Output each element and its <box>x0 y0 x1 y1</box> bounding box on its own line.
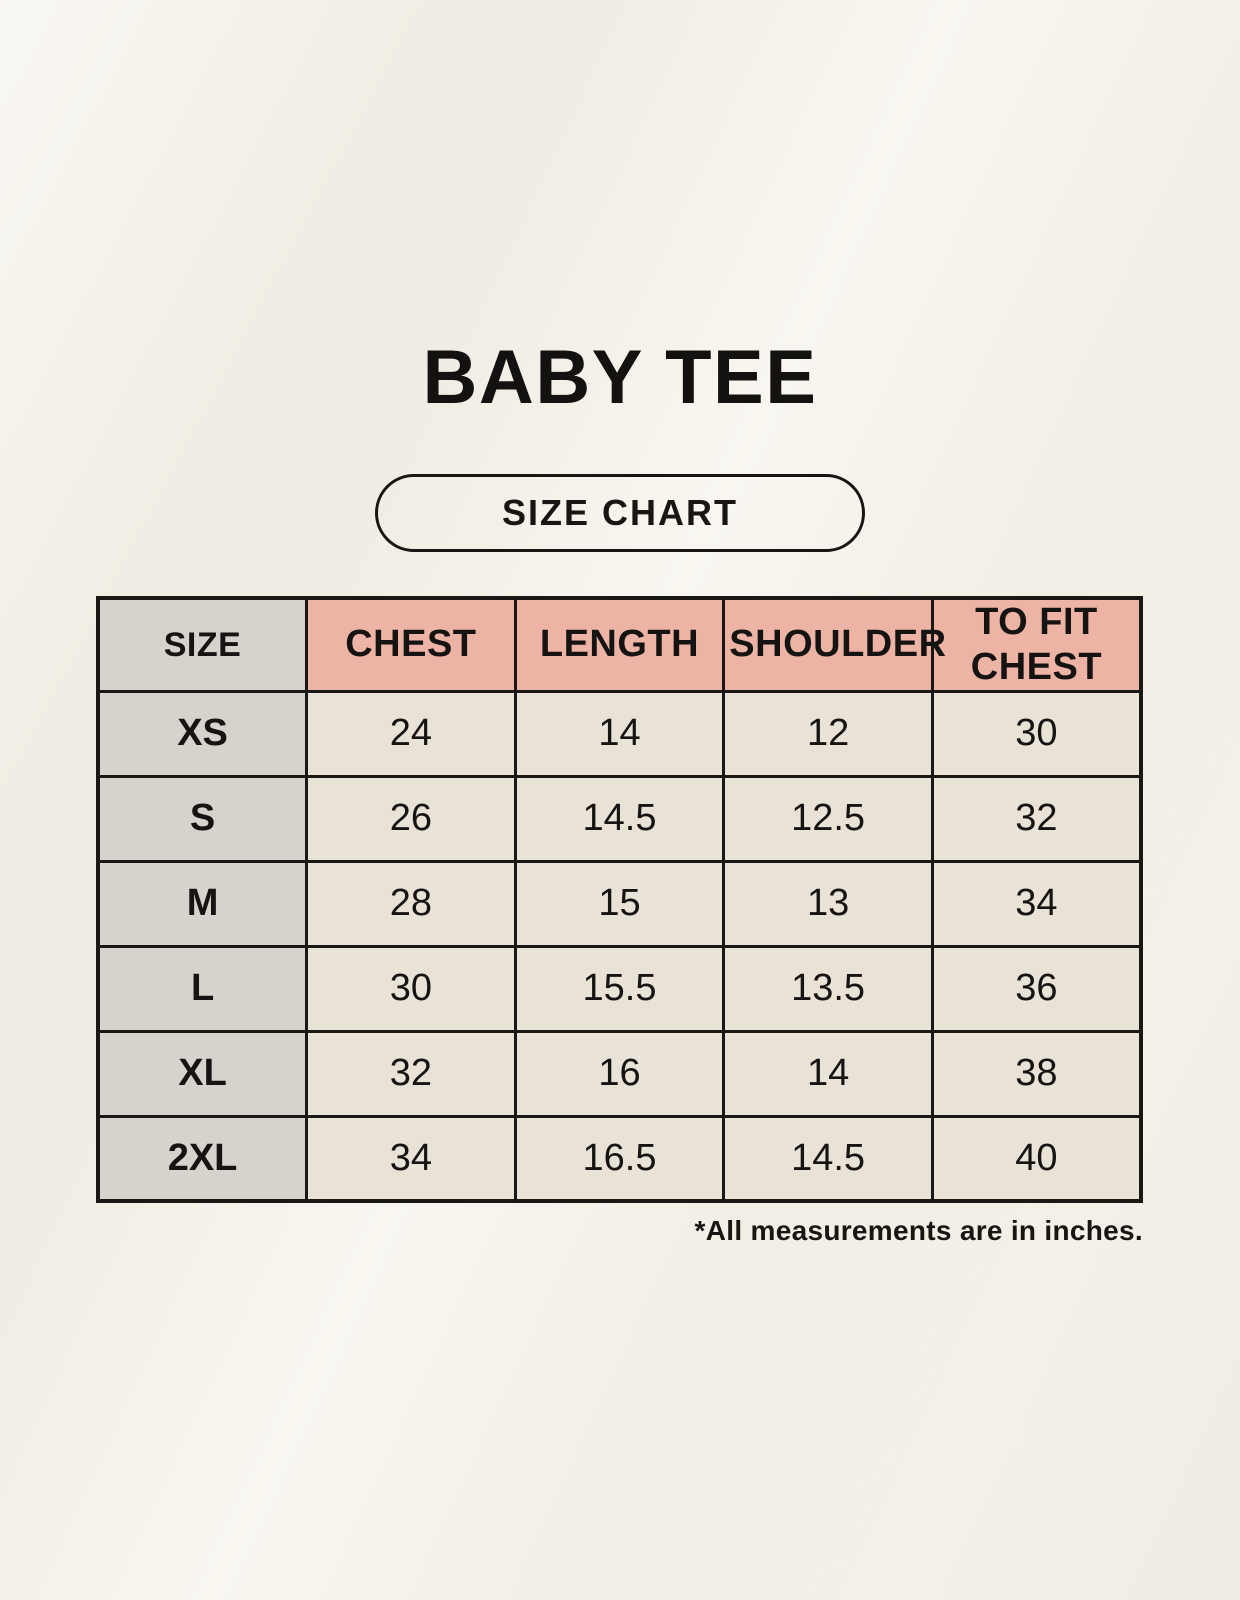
value-cell: 34 <box>305 1114 517 1203</box>
size-table: SIZE CHEST LENGTH SHOULDER TO FIT CHEST XS 24… <box>96 596 1143 1204</box>
size-table-header-row: SIZE CHEST LENGTH SHOULDER TO FIT CHEST <box>96 596 1143 693</box>
column-header-chest: CHEST <box>305 596 517 693</box>
size-label-cell: XL <box>96 1029 309 1118</box>
value-cell: 12.5 <box>722 774 934 863</box>
value-cell: 28 <box>305 859 517 948</box>
size-chart-badge[interactable]: SIZE CHART <box>375 474 865 552</box>
page-title: BABY TEE <box>422 335 818 420</box>
column-header-shoulder: SHOULDER <box>722 596 946 693</box>
size-chart-badge-label: SIZE CHART <box>502 492 738 533</box>
value-cell: 16.5 <box>513 1114 726 1203</box>
size-chart-badge-container: SIZE CHART <box>0 474 1240 552</box>
column-header-length: LENGTH <box>513 596 726 693</box>
value-cell: 32 <box>305 1029 517 1118</box>
value-cell: 15 <box>513 859 726 948</box>
size-label-cell: 2XL <box>96 1114 309 1203</box>
value-cell: 16 <box>513 1029 726 1118</box>
size-table-head: SIZE CHEST LENGTH SHOULDER TO FIT CHEST <box>96 596 1143 693</box>
measurements-note: *All measurements are in inches. <box>694 1215 1143 1247</box>
table-row-xl: XL 32 16 14 38 <box>96 1029 1143 1118</box>
value-cell: 30 <box>305 944 517 1033</box>
size-table-body: XS 24 14 12 30 S 26 14.5 12.5 32 M 28 15 13 34 L 30 15.5 1… <box>96 689 1143 1203</box>
table-row-2xl: 2XL 34 16.5 14.5 40 <box>96 1114 1143 1203</box>
value-cell: 40 <box>930 1114 1143 1203</box>
size-label-cell: XS <box>96 689 309 778</box>
value-cell: 36 <box>930 944 1143 1033</box>
size-label-cell: S <box>96 774 309 863</box>
value-cell: 15.5 <box>513 944 726 1033</box>
value-cell: 13 <box>722 859 934 948</box>
value-cell: 26 <box>305 774 517 863</box>
value-cell: 24 <box>305 689 517 778</box>
column-header-size: SIZE <box>96 596 309 693</box>
value-cell: 13.5 <box>722 944 934 1033</box>
value-cell: 14.5 <box>722 1114 934 1203</box>
column-header-to-fit-chest: TO FIT CHEST <box>930 596 1143 693</box>
value-cell: 14 <box>722 1029 934 1118</box>
value-cell: 30 <box>930 689 1143 778</box>
size-label-cell: L <box>96 944 309 1033</box>
table-row-xs: XS 24 14 12 30 <box>96 689 1143 778</box>
value-cell: 14.5 <box>513 774 726 863</box>
table-row-l: L 30 15.5 13.5 36 <box>96 944 1143 1033</box>
value-cell: 38 <box>930 1029 1143 1118</box>
value-cell: 14 <box>513 689 726 778</box>
value-cell: 12 <box>722 689 934 778</box>
value-cell: 32 <box>930 774 1143 863</box>
value-cell: 34 <box>930 859 1143 948</box>
size-label-cell: M <box>96 859 309 948</box>
table-row-s: S 26 14.5 12.5 32 <box>96 774 1143 863</box>
table-row-m: M 28 15 13 34 <box>96 859 1143 948</box>
